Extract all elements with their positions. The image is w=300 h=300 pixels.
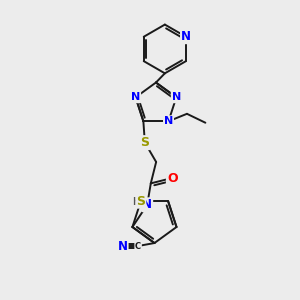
Text: C: C bbox=[135, 242, 141, 250]
Text: N: N bbox=[131, 92, 140, 102]
Text: H: H bbox=[132, 197, 140, 207]
Text: N: N bbox=[118, 239, 128, 253]
Text: S: S bbox=[140, 136, 149, 149]
Text: N: N bbox=[142, 198, 152, 211]
Text: N: N bbox=[181, 30, 191, 43]
Text: S: S bbox=[136, 195, 145, 208]
Text: N: N bbox=[164, 116, 173, 126]
Text: O: O bbox=[167, 172, 178, 184]
Text: N: N bbox=[172, 92, 181, 102]
